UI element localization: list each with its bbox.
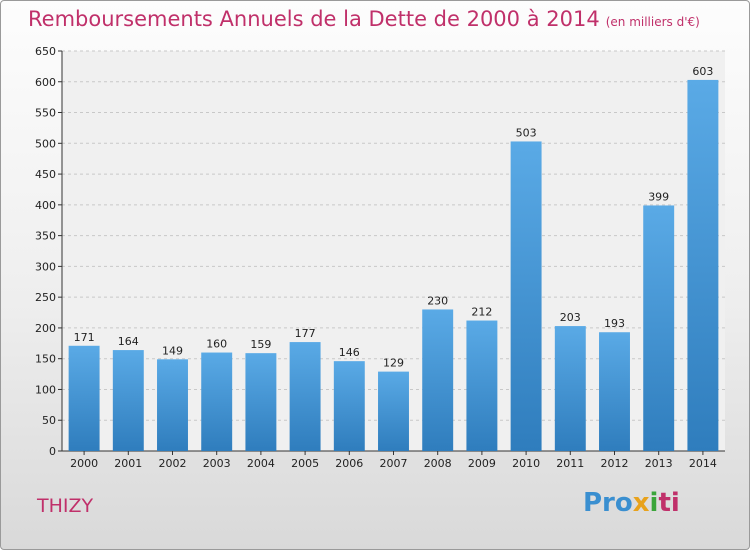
y-tick-label: 50 [42,414,56,427]
value-label: 159 [250,338,271,351]
proxiti-logo: Proxiti [583,488,680,518]
bar-2007 [378,371,409,451]
y-tick-label: 600 [35,76,56,89]
value-label: 203 [560,311,581,324]
x-tick-label: 2006 [335,457,363,470]
bar-2008 [422,309,454,451]
logo-part-1: Pro [583,488,633,518]
value-label: 399 [648,190,669,203]
value-label: 603 [692,65,713,78]
commune-name: THIZY [37,495,94,517]
x-tick-label: 2002 [159,457,187,470]
y-tick-label: 350 [35,230,56,243]
chart-title-text: Remboursements Annuels de la Dette de 20… [28,7,600,31]
bars [68,79,719,451]
x-tick-label: 2009 [468,457,496,470]
value-label: 164 [118,335,139,348]
x-tick-label: 2004 [247,457,275,470]
y-tick-label: 550 [35,107,56,120]
value-label: 149 [162,344,183,357]
bar-2014 [687,79,719,451]
bar-2009 [466,320,498,451]
y-tick-label: 0 [49,445,56,458]
x-tick-label: 2014 [689,457,717,470]
y-tick-label: 200 [35,322,56,335]
value-label: 171 [74,331,95,344]
x-tick-label: 2013 [645,457,673,470]
chart-title: Remboursements Annuels de la Dette de 20… [28,7,700,31]
x-tick-label: 2000 [70,457,98,470]
x-tick-label: 2011 [556,457,584,470]
x-tick-label: 2005 [291,457,319,470]
value-label: 230 [427,294,448,307]
value-label: 160 [206,338,227,351]
y-tick-label: 500 [35,137,56,150]
bar-2013 [643,205,675,451]
y-tick-label: 250 [35,291,56,304]
bar-2010 [510,141,542,451]
y-tick-label: 400 [35,199,56,212]
bar-2011 [554,326,586,451]
labels: 0 50 100 150 200 250 300 350 400 450 500 550 600 650 1… [35,45,717,470]
value-label: 212 [471,306,492,319]
x-tick-label: 2008 [424,457,452,470]
logo-part-4: ti [658,488,680,518]
x-tick-label: 2012 [601,457,629,470]
x-tick-label: 2010 [512,457,540,470]
bar-2002 [157,359,188,451]
y-tick-label: 100 [35,383,56,396]
bar-2005 [289,342,321,451]
y-tick-label: 300 [35,260,56,273]
y-tick-label: 650 [35,45,56,58]
value-label: 177 [295,327,316,340]
bar-2006 [333,361,365,451]
value-label: 193 [604,317,625,330]
chart-subtitle: (en milliers d'€) [605,15,700,29]
value-label: 503 [516,126,537,139]
value-label: 146 [339,346,360,359]
x-tick-label: 2007 [380,457,408,470]
bar-2001 [112,350,144,451]
logo-part-2: x [632,488,650,518]
bar-2000 [68,345,100,451]
x-tick-label: 2003 [203,457,231,470]
x-tick-label: 2001 [114,457,142,470]
logo-part-3: i [649,488,659,518]
bar-2004 [245,353,277,451]
value-label: 129 [383,357,404,370]
bar-2012 [599,332,630,451]
bar-2003 [201,352,233,451]
y-tick-label: 450 [35,168,56,181]
y-tick-label: 150 [35,353,56,366]
